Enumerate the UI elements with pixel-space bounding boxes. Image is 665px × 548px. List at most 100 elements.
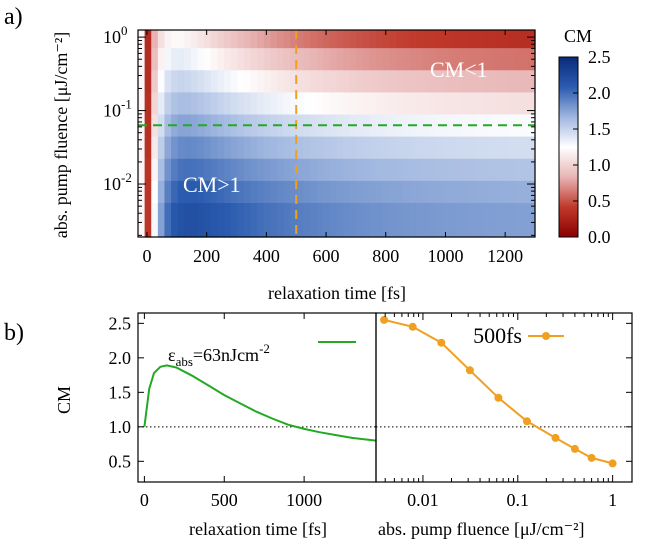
heatmap-cell: [462, 48, 470, 71]
heatmap-cell: [528, 158, 536, 182]
panel-label-b: b): [4, 320, 24, 346]
heatmap-cell: [316, 70, 324, 93]
heatmap-cell: [310, 114, 318, 138]
heatmap-cell: [263, 158, 271, 182]
heatmap-cell: [283, 48, 291, 71]
heatmap-cell: [495, 70, 503, 93]
heatmap-cell: [409, 203, 417, 238]
heatmap-cell: [323, 158, 331, 182]
heatmap-y-axis-label: abs. pump fluence [μJ/cm⁻²]: [51, 32, 71, 239]
data-point: [380, 315, 389, 324]
heatmap-cell: [429, 158, 437, 182]
heatmap-cell: [184, 158, 192, 182]
heatmap-cell: [177, 180, 185, 204]
heatmap-frame: [137, 29, 536, 238]
heatmap-cell: [151, 180, 159, 204]
heatmap-cell: [468, 158, 477, 182]
heatmap-cell: [468, 48, 477, 71]
heatmap-cell: [184, 136, 192, 160]
heatmap-cell: [157, 70, 166, 93]
heatmap-cell: [190, 70, 199, 93]
heatmap-cell: [382, 136, 391, 160]
heatmap-cell: [336, 92, 344, 116]
heatmap-cell: [329, 30, 338, 49]
heatmap-cell: [204, 114, 212, 138]
heatmap-cell: [204, 48, 212, 71]
heatmap-cell: [257, 180, 265, 204]
left-x-ticks: 0 500 1000: [140, 313, 322, 510]
heatmap-cell: [515, 136, 523, 160]
heatmap-cell: [303, 136, 311, 160]
heatmap-cell: [250, 114, 258, 138]
heatmap-cell: [515, 48, 523, 71]
heatmap-cell: [270, 48, 278, 71]
heatmap-cell: [230, 70, 238, 93]
heatmap-cell: [482, 136, 490, 160]
heatmap-cell: [343, 48, 351, 71]
heatmap-cell: [283, 92, 291, 116]
heatmap-cell: [435, 92, 443, 116]
heatmap-cell: [197, 203, 205, 238]
heatmap-cell: [415, 203, 424, 238]
heatmap-cell: [217, 203, 225, 238]
heatmap-cell: [190, 48, 199, 71]
heatmap-cell: [276, 136, 285, 160]
heatmap-cell: [290, 203, 298, 238]
heatmap-cell: [475, 92, 483, 116]
heatmap-cell: [144, 180, 152, 204]
heatmap-cell: [501, 136, 510, 160]
data-point: [494, 393, 503, 402]
heatmap-cell: [243, 30, 252, 49]
data-point: [408, 322, 417, 331]
left-legend-label: εabs=63nJcm-2: [168, 341, 270, 369]
heatmap-cell: [197, 70, 205, 93]
heatmap-cell: [217, 136, 225, 160]
heatmap-cell: [323, 180, 331, 204]
heatmap-cell: [521, 114, 529, 138]
heatmap-cell: [495, 180, 503, 204]
heatmap-cell: [263, 114, 271, 138]
y-tick-label: 2.5: [109, 313, 132, 333]
heatmap-cell: [310, 48, 318, 71]
heatmap-cell: [177, 48, 185, 71]
heatmap-cell: [237, 114, 245, 138]
heatmap-cell: [138, 70, 146, 93]
heatmap-cell: [224, 48, 232, 71]
heatmap-cell: [482, 30, 490, 49]
heatmap-cell: [475, 158, 483, 182]
x-tick-label: 1000: [286, 490, 322, 510]
heatmap-cell: [521, 203, 529, 238]
heatmap-cell: [343, 136, 351, 160]
heatmap-cell: [177, 158, 185, 182]
heatmap-cell: [323, 70, 331, 93]
heatmap-cell: [528, 70, 536, 93]
heatmap-cell: [210, 30, 218, 49]
heatmap-cell: [343, 114, 351, 138]
heatmap-cell: [210, 203, 218, 238]
heatmap-cell: [435, 48, 443, 71]
x-tick-label: 1200: [487, 246, 523, 266]
heatmap-cell: [243, 92, 252, 116]
heatmap-cell: [389, 70, 397, 93]
heatmap-x-ticks: 0 200 400 600 800 1000 1200: [142, 30, 523, 266]
panel-label-a: a): [4, 4, 23, 30]
heatmap-cell: [296, 158, 305, 182]
heatmap-cell: [442, 30, 450, 49]
heatmap-cell: [409, 48, 417, 71]
heatmap-cell: [237, 203, 245, 238]
heatmap-cell: [224, 92, 232, 116]
heatmap-cell: [210, 136, 218, 160]
heatmap-cell: [356, 30, 364, 49]
heatmap-cell: [362, 92, 371, 116]
heatmap-cell: [204, 92, 212, 116]
heatmap-cell: [177, 136, 185, 160]
colorbar-gradient: [558, 56, 579, 238]
right-legend: 500fs: [473, 323, 564, 348]
heatmap-cell: [468, 180, 477, 204]
heatmap-cell: [409, 30, 417, 49]
heatmap-cell: [482, 158, 490, 182]
heatmap-cell: [448, 114, 457, 138]
heatmap-cell: [310, 203, 318, 238]
heatmap-cell: [177, 70, 185, 93]
heatmap-cell: [250, 70, 258, 93]
